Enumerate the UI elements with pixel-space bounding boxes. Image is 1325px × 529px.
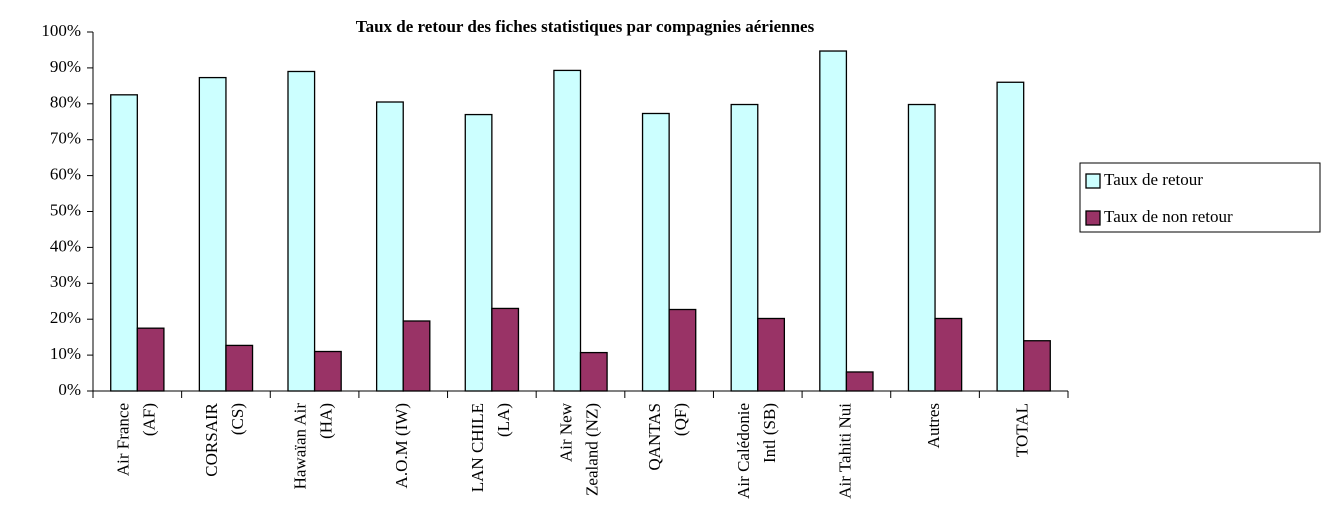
bar [110,94,138,392]
y-tick-label: 0% [58,380,81,399]
bar [402,320,431,392]
bar [819,50,848,392]
x-tick-label: Autres [924,403,943,448]
legend-label: Taux de non retour [1104,207,1233,226]
y-tick-label: 10% [50,344,81,363]
legend-label: Taux de retour [1104,170,1203,189]
legend-swatch [1085,173,1101,189]
x-tick-label: Hawaïan Air (HA) [290,403,335,490]
bar [136,327,165,392]
bar [907,103,936,392]
x-tick-label: CORSAIR (CS) [202,402,247,476]
bar [641,112,670,392]
bar [198,76,227,392]
bar [730,103,759,392]
bar [225,344,254,392]
x-tick-label: Air France (AF) [113,403,158,476]
x-tick-label: LAN CHILE (LA) [468,403,513,492]
bar [464,113,493,392]
bar [934,317,963,392]
bar [1023,340,1051,392]
x-tick-label: QANTAS (QF) [645,403,690,471]
y-tick-label: 40% [50,236,81,255]
legend-swatch [1085,210,1101,226]
y-tick-label: 30% [50,272,81,291]
bar [491,307,520,392]
y-tick-label: 50% [50,200,81,219]
bar [287,70,316,392]
x-tick-label: Air Calédonie Intl (SB) [734,403,779,499]
bar [579,351,608,392]
y-tick-label: 60% [50,165,81,184]
x-tick-label: A.O.M (IW) [392,403,411,488]
x-tick-label: Air Tahiti Nui [835,403,854,499]
y-tick-label: 70% [50,129,81,148]
y-tick-label: 80% [50,93,81,112]
bar [553,69,582,392]
y-tick-label: 90% [50,57,81,76]
y-tick-label: 20% [50,308,81,327]
bar [375,101,404,392]
chart-title: Taux de retour des fiches statistiques p… [356,17,815,36]
bar [757,317,786,392]
bar [996,81,1025,392]
y-tick-label: 100% [41,21,81,40]
bar [845,371,874,392]
bar [313,350,342,392]
x-tick-label: TOTAL [1013,403,1032,457]
x-tick-label: Air New Zealand (NZ) [556,402,601,496]
bar [668,308,697,392]
legend-box [1079,162,1321,233]
